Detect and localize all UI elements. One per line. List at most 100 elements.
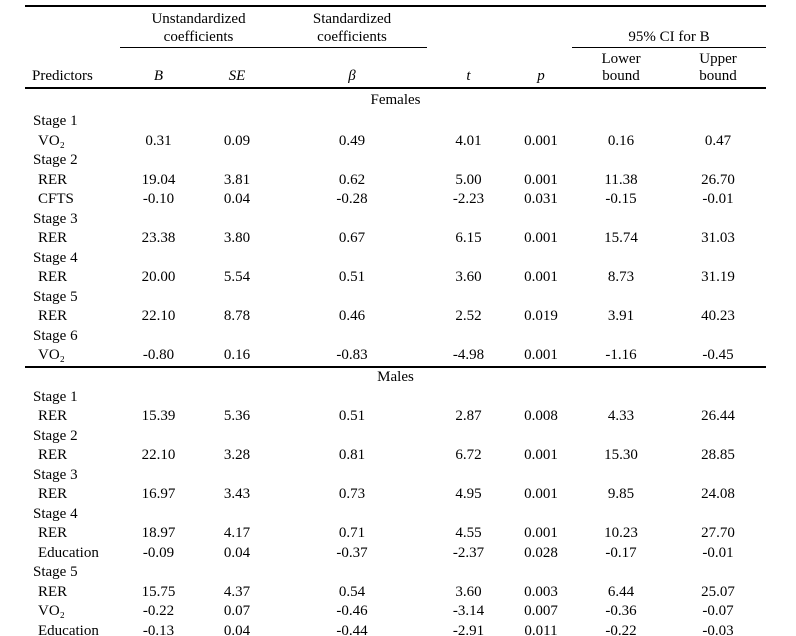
stage-label: Stage 2 [33, 427, 78, 444]
value-cell: 5.36 [223, 408, 251, 424]
regression-table: Unstandardized coefficients Standardized… [25, 5, 767, 636]
value-cell: 0.31 [145, 132, 172, 149]
stage-row: Stage 1 [25, 112, 766, 132]
value-cell: 3.28 [223, 447, 251, 463]
section-heading-males: Males [25, 365, 767, 388]
col-header-predictors: Predictors [25, 47, 120, 89]
value-cell: 4.01 [455, 132, 482, 149]
value-cell: 19.04 [141, 171, 176, 188]
value-cell: -0.03 [702, 622, 734, 636]
group-header-row: Unstandardized coefficients Standardized… [25, 6, 767, 48]
predictor-row: CFTS -0.10 0.04 -0.28 -2.23 0.031 -0.15 -0.01 [25, 190, 766, 210]
stage-label: Stage 4 [33, 505, 78, 522]
value-cell: 0.04 [223, 544, 251, 561]
value-cell: 0.003 [524, 583, 558, 600]
predictor-label: RER [38, 308, 68, 324]
section-label: Females [370, 91, 421, 108]
value-cell: 0.031 [524, 191, 558, 207]
stage-label: Stage 3 [33, 210, 78, 227]
value-cell: 0.007 [524, 603, 558, 619]
value-cell: -1.16 [605, 347, 637, 363]
value-cell: 0.51 [338, 408, 366, 424]
value-cell: 16.97 [141, 486, 176, 502]
value-cell: 20.00 [141, 269, 176, 285]
value-cell: 0.67 [338, 230, 366, 246]
stage-row: Stage 5 [25, 288, 766, 308]
ci-for-b-header: 95% CI for B [572, 6, 767, 48]
predictor-label: VO₂ [38, 132, 65, 149]
value-cell: -0.80 [142, 347, 175, 363]
value-cell: 31.03 [701, 230, 735, 246]
col-header-b: B [120, 47, 197, 89]
predictor-label: RER [38, 408, 68, 424]
value-cell: 0.001 [524, 269, 558, 285]
value-cell: 0.16 [223, 347, 251, 363]
value-cell: 4.37 [223, 583, 251, 600]
predictor-row: Education -0.09 0.04 -0.37 -2.37 0.028 -0.17 -0… [25, 544, 766, 564]
value-cell: -0.09 [142, 544, 175, 561]
value-cell: 0.71 [338, 525, 366, 541]
value-cell: -2.91 [452, 622, 485, 636]
value-cell: 0.51 [338, 269, 366, 285]
predictor-row: RER 16.97 3.43 0.73 4.95 0.001 9.85 24.08 [25, 485, 766, 505]
value-cell: -0.17 [605, 544, 637, 561]
value-cell: 8.73 [607, 269, 635, 285]
value-cell: 5.00 [455, 171, 482, 188]
predictor-row: RER 22.10 8.78 0.46 2.52 0.019 3.91 40.23 [25, 307, 766, 327]
value-cell: 31.19 [701, 269, 735, 285]
value-cell: 3.60 [455, 269, 482, 285]
value-cell: 0.001 [524, 132, 558, 149]
value-cell: 3.81 [223, 171, 251, 188]
value-cell: -4.98 [452, 347, 485, 363]
value-cell: 22.10 [141, 308, 176, 324]
value-cell: 0.09 [223, 132, 251, 149]
value-cell: 0.49 [338, 132, 366, 149]
predictor-label: RER [38, 269, 68, 285]
value-cell: 0.46 [338, 308, 366, 324]
col-header-p: p [510, 47, 573, 89]
col-header-t: t [427, 47, 511, 89]
predictor-label: Education [38, 544, 99, 561]
value-cell: 15.75 [141, 583, 176, 600]
value-cell: 0.62 [338, 171, 366, 188]
value-cell: 0.019 [524, 308, 558, 324]
value-cell: -3.14 [452, 603, 485, 619]
value-cell: -0.01 [702, 191, 734, 207]
group-header-spacer [427, 6, 510, 48]
value-cell: 0.001 [524, 447, 558, 463]
value-cell: 0.16 [607, 132, 635, 149]
predictor-label: RER [38, 447, 68, 463]
col-header-se: SE [197, 47, 278, 89]
predictor-row: RER 22.10 3.28 0.81 6.72 0.001 15.30 28.85 [25, 446, 766, 466]
value-cell: 11.38 [604, 171, 638, 188]
predictor-label: RER [38, 171, 68, 188]
stage-row: Stage 2 [25, 427, 766, 447]
stage-row: Stage 3 [25, 466, 766, 486]
value-cell: 28.85 [701, 447, 735, 463]
value-cell: 2.87 [455, 408, 482, 424]
value-cell: 0.011 [524, 622, 558, 636]
value-cell: 0.008 [524, 408, 558, 424]
value-cell: 4.95 [455, 486, 482, 502]
value-cell: 3.60 [455, 583, 482, 600]
table-header: Unstandardized coefficients Standardized… [25, 6, 767, 89]
value-cell: 6.72 [455, 447, 482, 463]
value-cell: 15.30 [604, 447, 638, 463]
predictor-row: Education -0.13 0.04 -0.44 -2.91 0.011 -0.22 -0… [25, 622, 766, 636]
value-cell: 0.54 [338, 583, 366, 600]
value-cell: 0.04 [223, 191, 251, 207]
value-cell: 8.78 [223, 308, 251, 324]
stage-label: Stage 1 [33, 113, 78, 129]
stage-row: Stage 5 [25, 563, 766, 583]
value-cell: 27.70 [701, 525, 735, 541]
predictor-row: RER 20.00 5.54 0.51 3.60 0.001 8.73 31.19 [25, 268, 766, 288]
value-cell: 15.74 [604, 230, 638, 246]
value-cell: 40.23 [701, 308, 735, 324]
value-cell: -0.13 [142, 622, 175, 636]
value-cell: 0.81 [338, 447, 366, 463]
stage-label: Stage 2 [33, 152, 78, 168]
stage-row: Stage 2 [25, 151, 766, 171]
value-cell: 23.38 [141, 230, 176, 246]
value-cell: -0.44 [336, 622, 368, 636]
